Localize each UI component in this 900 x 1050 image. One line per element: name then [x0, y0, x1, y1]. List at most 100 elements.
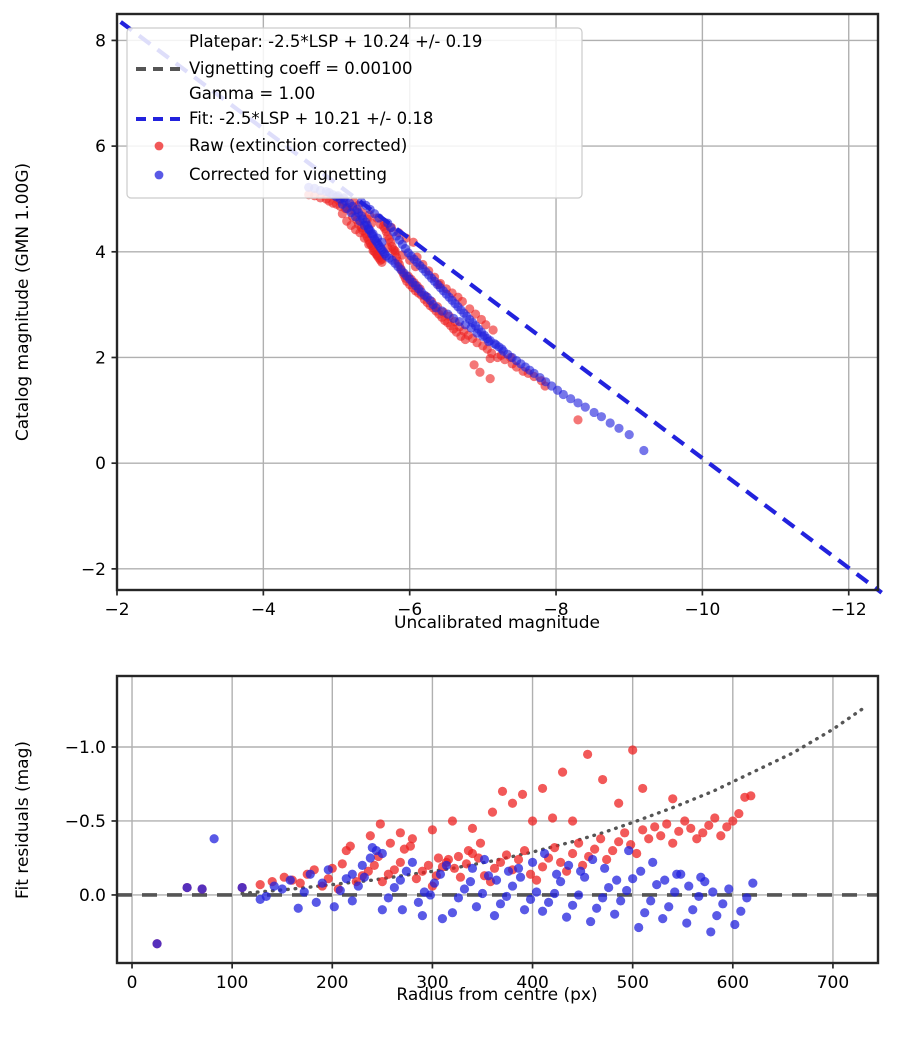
data-point	[471, 902, 482, 912]
fit-residuals-panel: 0 100 200 300 400 500 600 700 0.0 −0.5 −1.0 Radius…	[13, 674, 880, 1005]
data-point	[600, 863, 610, 873]
data-point	[501, 891, 512, 902]
data-point	[566, 394, 576, 404]
data-point	[612, 875, 622, 885]
data-point	[311, 897, 321, 907]
data-point	[357, 860, 367, 870]
data-point	[648, 857, 658, 868]
bottom-panel-tickmarks	[111, 746, 834, 969]
data-point	[580, 402, 590, 412]
top-ytick-label: −2	[81, 560, 106, 580]
data-point	[728, 816, 738, 826]
data-point	[237, 882, 247, 893]
data-point	[285, 875, 295, 885]
data-point	[489, 911, 500, 921]
data-point	[377, 237, 387, 247]
data-point	[429, 878, 440, 888]
data-point	[477, 888, 488, 899]
data-point	[507, 798, 518, 808]
data-point	[377, 877, 387, 887]
data-point	[347, 869, 357, 879]
data-point	[589, 407, 599, 418]
data-point	[365, 831, 375, 841]
data-point	[674, 826, 684, 836]
top-panel-legend[interactable]: Platepar: -2.5*LSP + 10.24 +/- 0.19 Vigne…	[126, 27, 583, 199]
top-panel-ylabel: Catalog magnitude (GMN 1.00G)	[13, 163, 33, 441]
bottom-xtick-label: 500	[616, 973, 648, 993]
data-point	[317, 878, 327, 888]
data-point	[469, 360, 479, 370]
data-point	[710, 813, 720, 823]
data-point	[515, 872, 526, 882]
data-point	[197, 884, 207, 894]
legend-item-label[interactable]: Corrected for vignetting	[189, 165, 387, 184]
legend-item-label[interactable]: Raw (extinction corrected)	[189, 136, 407, 155]
data-point	[716, 831, 726, 841]
data-point	[295, 878, 305, 888]
data-point	[746, 791, 756, 801]
data-point	[636, 866, 646, 876]
data-point	[389, 865, 399, 875]
data-point	[730, 919, 740, 930]
data-point	[488, 325, 498, 335]
data-point	[447, 908, 458, 918]
legend-item-label[interactable]: Fit: -2.5*LSP + 10.21 +/- 0.18	[189, 109, 433, 128]
data-point	[576, 866, 586, 876]
data-point	[712, 911, 722, 921]
data-point	[182, 882, 192, 893]
data-point	[487, 807, 498, 817]
data-point	[507, 881, 518, 891]
data-point	[748, 878, 758, 888]
data-point	[441, 860, 452, 870]
data-point	[478, 331, 488, 341]
data-point	[558, 389, 568, 400]
legend-item-label[interactable]: Vignetting coeff = 0.00100	[189, 59, 413, 78]
data-point	[525, 894, 536, 904]
data-point	[305, 869, 315, 879]
data-point	[586, 916, 596, 927]
legend-item-label[interactable]: Gamma = 1.00	[189, 84, 315, 103]
data-point	[269, 881, 279, 891]
data-point	[377, 848, 387, 859]
legend-item-label[interactable]: Platepar: -2.5*LSP + 10.24 +/- 0.19	[189, 32, 482, 51]
fit-line	[119, 20, 883, 595]
data-point	[656, 831, 666, 841]
data-point	[639, 445, 649, 456]
data-point	[299, 887, 309, 897]
data-point	[652, 879, 662, 890]
data-point	[614, 423, 624, 433]
data-point	[475, 838, 486, 848]
top-panel-xlabel: Uncalibrated magnitude	[394, 613, 600, 633]
data-point	[323, 865, 333, 875]
data-point	[377, 905, 387, 915]
data-point	[628, 745, 638, 755]
data-point	[261, 891, 271, 902]
data-point	[365, 853, 375, 863]
top-xtick-label: −6	[397, 600, 422, 620]
data-point	[495, 899, 506, 909]
data-point	[209, 834, 219, 844]
data-point	[724, 884, 734, 894]
data-point	[638, 825, 648, 835]
data-point	[479, 854, 490, 865]
data-point	[433, 853, 444, 863]
data-point	[539, 848, 550, 859]
data-point	[483, 871, 494, 881]
data-point	[385, 838, 395, 848]
top-xtick-label: −12	[831, 600, 867, 620]
bottom-xtick-label: 600	[717, 973, 749, 993]
data-point	[704, 820, 714, 831]
data-point	[435, 869, 446, 879]
data-point	[375, 819, 385, 829]
data-point	[686, 823, 696, 833]
top-panel-axes-frame	[115, 12, 880, 592]
data-point	[628, 874, 638, 884]
data-point	[567, 848, 578, 859]
top-ytick-label: 4	[95, 243, 106, 263]
data-point	[634, 922, 644, 933]
data-point	[501, 850, 512, 860]
data-point	[658, 914, 668, 924]
vignetting-curve	[240, 706, 865, 896]
data-point	[662, 819, 672, 829]
